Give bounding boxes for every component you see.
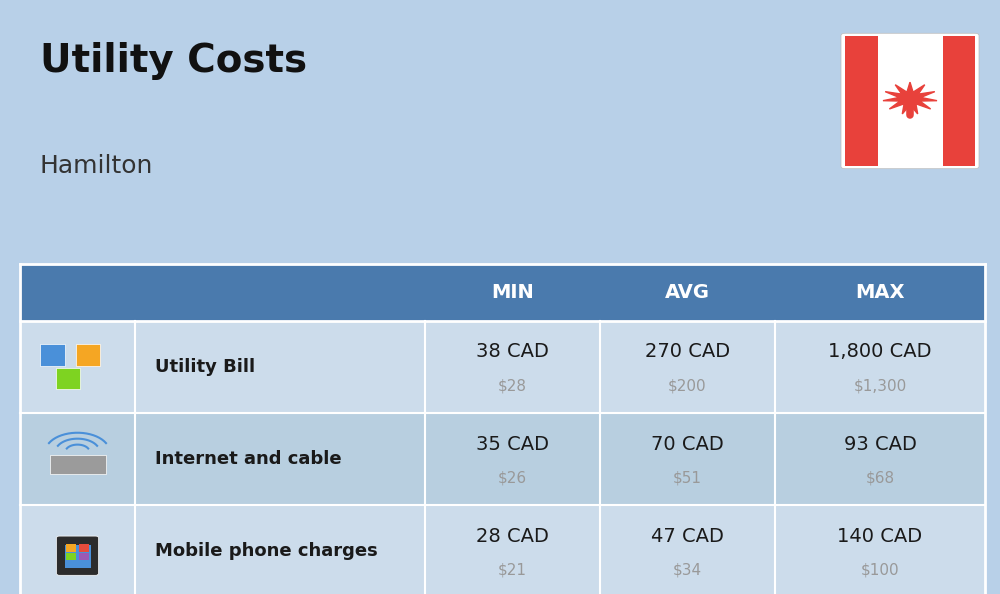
Bar [76,345,100,365]
Bar [20,264,135,321]
Bar [20,413,985,505]
FancyBboxPatch shape [56,536,98,575]
Text: 47 CAD: 47 CAD [651,527,724,545]
Polygon shape [883,82,937,114]
FancyBboxPatch shape [841,33,979,169]
Text: 93 CAD: 93 CAD [844,435,916,453]
Bar [135,264,425,321]
Text: $26: $26 [498,470,527,485]
Text: 38 CAD: 38 CAD [476,343,549,361]
Bar [20,505,985,594]
Text: Utility Costs: Utility Costs [40,42,307,80]
Bar [64,545,90,567]
Text: $51: $51 [673,470,702,485]
Text: $68: $68 [865,470,895,485]
Bar [66,552,76,560]
Text: $21: $21 [498,563,527,577]
Text: 70 CAD: 70 CAD [651,435,724,453]
Text: 270 CAD: 270 CAD [645,343,730,361]
Text: 1,800 CAD: 1,800 CAD [828,343,932,361]
Text: Utility Bill: Utility Bill [155,358,255,376]
Text: Internet and cable: Internet and cable [155,450,342,468]
Bar [20,321,985,413]
Text: MIN: MIN [491,283,534,302]
Bar [40,345,64,365]
Bar [845,36,878,166]
Text: 35 CAD: 35 CAD [476,435,549,453]
Text: $1,300: $1,300 [853,378,907,393]
Text: 140 CAD: 140 CAD [837,527,923,545]
Text: $34: $34 [673,563,702,577]
Text: $100: $100 [861,563,899,577]
Bar [56,368,80,390]
Text: MAX: MAX [855,283,905,302]
Bar [50,455,106,474]
Text: $28: $28 [498,378,527,393]
Text: AVG: AVG [665,283,710,302]
Bar [66,544,76,551]
Text: Hamilton: Hamilton [40,154,153,178]
Bar [942,36,975,166]
Bar [20,264,985,321]
Text: 28 CAD: 28 CAD [476,527,549,545]
Text: $200: $200 [668,378,707,393]
Bar [78,552,88,560]
Text: Mobile phone charges: Mobile phone charges [155,542,378,560]
Bar [78,544,88,551]
